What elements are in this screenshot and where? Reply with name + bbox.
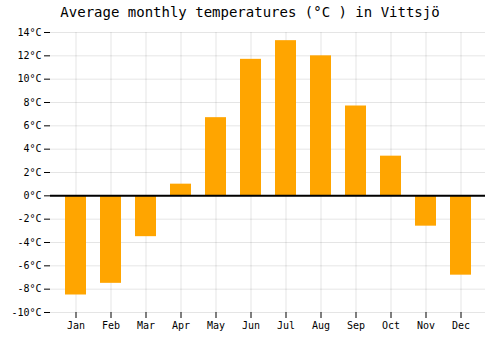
svg-text:May: May <box>207 320 225 331</box>
svg-text:Aug: Aug <box>312 320 330 331</box>
svg-text:6°C: 6°C <box>23 120 41 131</box>
svg-text:4°C: 4°C <box>23 143 41 154</box>
svg-text:-6°C: -6°C <box>17 260 41 271</box>
svg-text:Feb: Feb <box>102 320 120 331</box>
svg-text:-10°C: -10°C <box>11 307 41 318</box>
svg-text:0°C: 0°C <box>23 190 41 201</box>
svg-text:Jan: Jan <box>67 320 85 331</box>
html-text:Average monthly temperatures (: Average monthly temperatures (°C ) in Vi… <box>60 4 440 20</box>
svg-text:Jul: Jul <box>277 320 295 331</box>
svg-text:Dec: Dec <box>452 320 470 331</box>
svg-text:Mar: Mar <box>137 320 155 331</box>
svg-text:8°C: 8°C <box>23 97 41 108</box>
svg-text:Jun: Jun <box>242 320 260 331</box>
svg-text:-2°C: -2°C <box>17 213 41 224</box>
svg-text:Sep: Sep <box>347 320 365 331</box>
svg-text:Oct: Oct <box>382 320 400 331</box>
svg-text:-8°C: -8°C <box>17 283 41 294</box>
svg-text:14°C: 14°C <box>17 27 41 38</box>
svg-text:Apr: Apr <box>172 320 190 331</box>
svg-text:10°C: 10°C <box>17 73 41 84</box>
svg-text:2°C: 2°C <box>23 167 41 178</box>
svg-text:Nov: Nov <box>417 320 435 331</box>
svg-text:-4°C: -4°C <box>17 237 41 248</box>
svg-text:12°C: 12°C <box>17 50 41 61</box>
